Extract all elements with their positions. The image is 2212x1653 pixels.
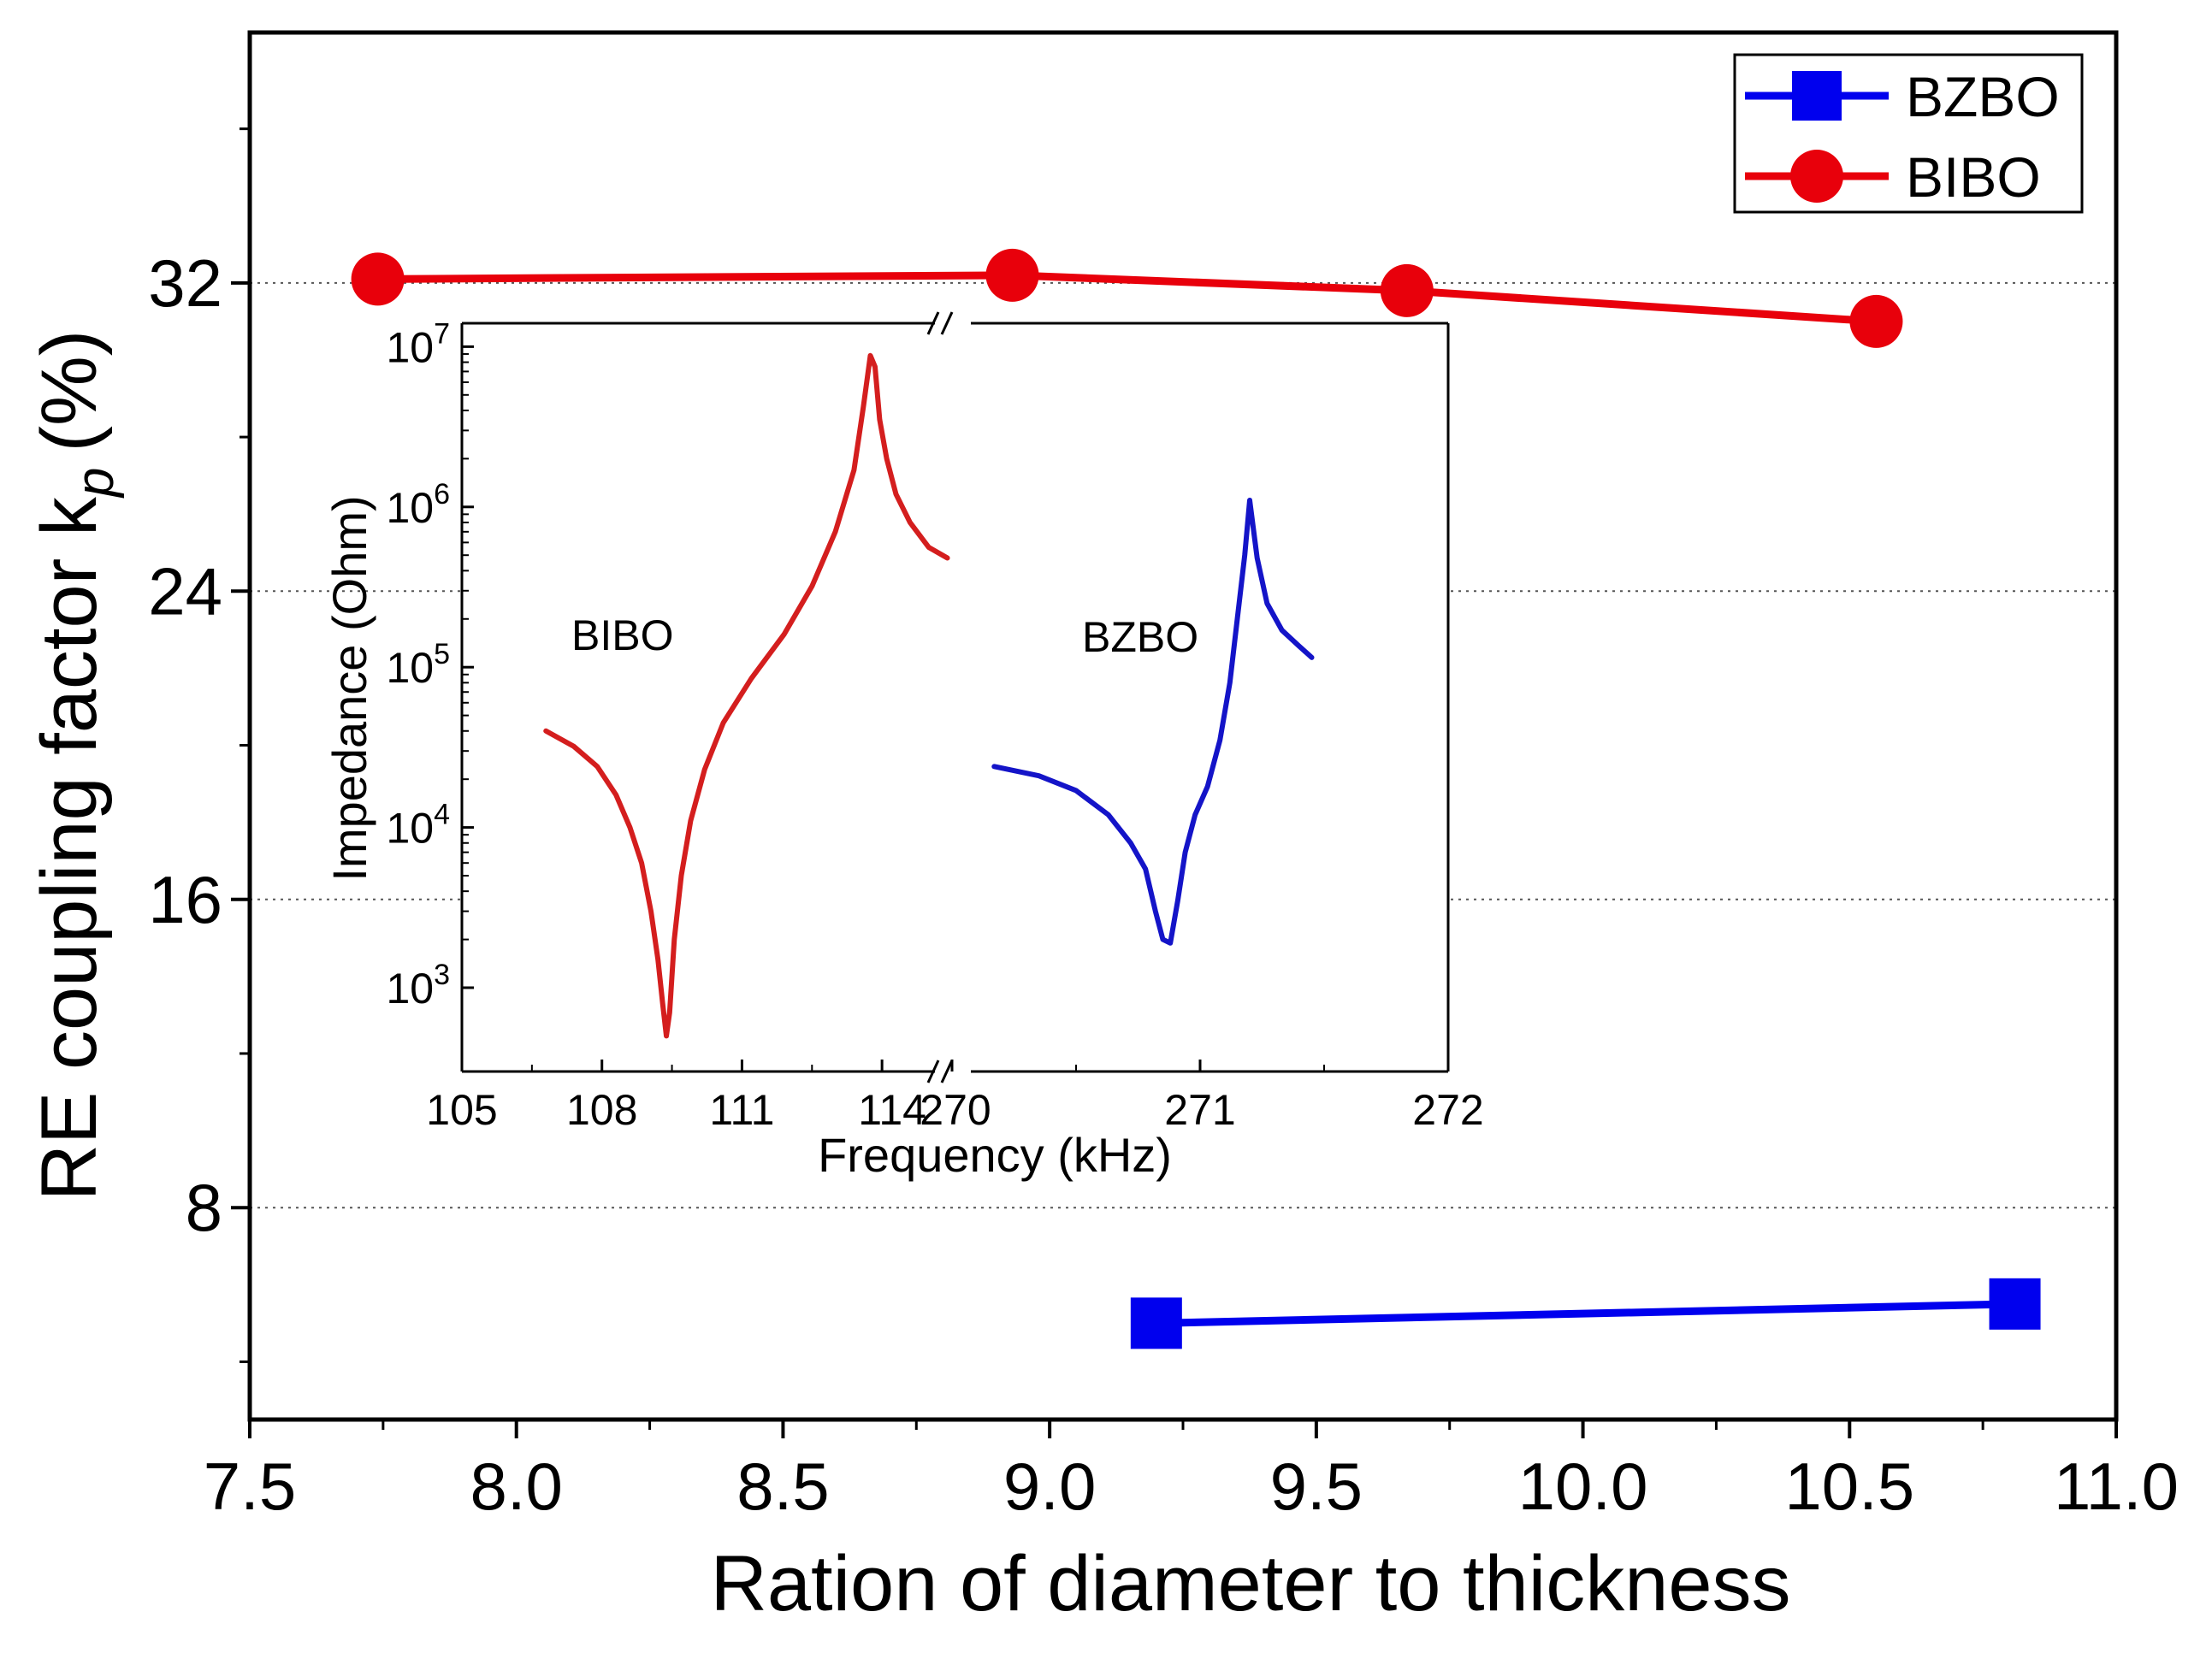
- data-point-bibo: [985, 248, 1039, 302]
- inset-frame: [460, 311, 1450, 1083]
- inset-x-tick-label: 272: [1412, 1086, 1483, 1134]
- data-point-bzbo: [1130, 1297, 1182, 1349]
- y-axis-title-main: RE coupling factor k: [26, 496, 113, 1201]
- inset-y-tick-label: 103: [386, 959, 450, 1012]
- x-axis-title: Ration of diameter to thickness: [710, 1540, 1790, 1627]
- x-tick-label: 9.0: [1003, 1449, 1096, 1524]
- main-series: [351, 248, 2041, 1349]
- inset-y-tick-label: 104: [386, 799, 450, 853]
- inset-series: [543, 352, 1315, 1039]
- axis-break-mark: [926, 1060, 940, 1083]
- legend-marker-bibo: [1790, 150, 1843, 203]
- legend-marker-bzbo: [1792, 71, 1842, 121]
- inset-y-tick-label: 106: [386, 478, 450, 532]
- inset-y-tick-label: 107: [386, 317, 450, 371]
- inset-y-tick-label: 105: [386, 638, 450, 692]
- inset-curve-bzbo: [991, 498, 1315, 946]
- inset-x-tick-label: 114: [858, 1086, 926, 1134]
- legend-label-bzbo: BZBO: [1906, 65, 2060, 128]
- main-ticks: 7.5 8.0 8.5 9.0 9.5 10.0 10.5 11.0 8 16 24 32: [148, 127, 2179, 1524]
- inset-curve-bibo: [543, 352, 950, 1039]
- data-point-bzbo: [1989, 1278, 2041, 1330]
- legend-label-bibo: BIBO: [1906, 145, 2041, 209]
- inset-x-tick-label: 271: [1164, 1086, 1235, 1134]
- y-tick-label: 16: [148, 862, 222, 937]
- data-point-bibo: [351, 252, 405, 306]
- x-tick-label: 8.0: [470, 1449, 562, 1524]
- y-tick-label: 8: [186, 1170, 222, 1245]
- series-line-bzbo: [1156, 1300, 2015, 1327]
- x-tick-label: 7.5: [204, 1449, 296, 1524]
- axis-break-mark: [940, 1060, 954, 1083]
- x-tick-label: 11.0: [2054, 1449, 2179, 1524]
- x-tick-label: 9.5: [1270, 1449, 1363, 1524]
- y-tick-label: 24: [148, 553, 222, 629]
- inset-x-tick-label: 111: [709, 1086, 774, 1134]
- inset-label-bibo: BIBO: [571, 611, 673, 659]
- y-axis-title: RE coupling factor kp (%): [26, 330, 125, 1201]
- inset-x-tick-label: 105: [426, 1086, 497, 1134]
- y-axis-title-suffix: (%): [26, 330, 113, 452]
- data-point-bibo: [1380, 263, 1434, 317]
- x-tick-label: 10.0: [1518, 1449, 1648, 1524]
- y-axis-title-subscript: p: [66, 468, 125, 499]
- x-tick-label: 8.5: [736, 1449, 829, 1524]
- axis-break-mark: [926, 311, 940, 335]
- inset-x-axis-title: Frequency (kHz): [818, 1128, 1172, 1182]
- legend: BZBO BIBO: [1733, 53, 2084, 214]
- x-tick-label: 10.5: [1784, 1449, 1914, 1524]
- inset-x-tick-label: 108: [566, 1086, 637, 1134]
- y-tick-label: 32: [148, 245, 222, 321]
- inset-label-bzbo: BZBO: [1082, 613, 1198, 661]
- series-line-bibo: [377, 271, 1877, 326]
- inset-background: [462, 323, 1448, 1071]
- inset-x-tick-label: 270: [920, 1086, 991, 1134]
- data-point-bibo: [1849, 294, 1903, 348]
- inset-y-axis-title: Impedance (Ohm): [322, 495, 376, 881]
- axis-break-mark: [940, 311, 954, 335]
